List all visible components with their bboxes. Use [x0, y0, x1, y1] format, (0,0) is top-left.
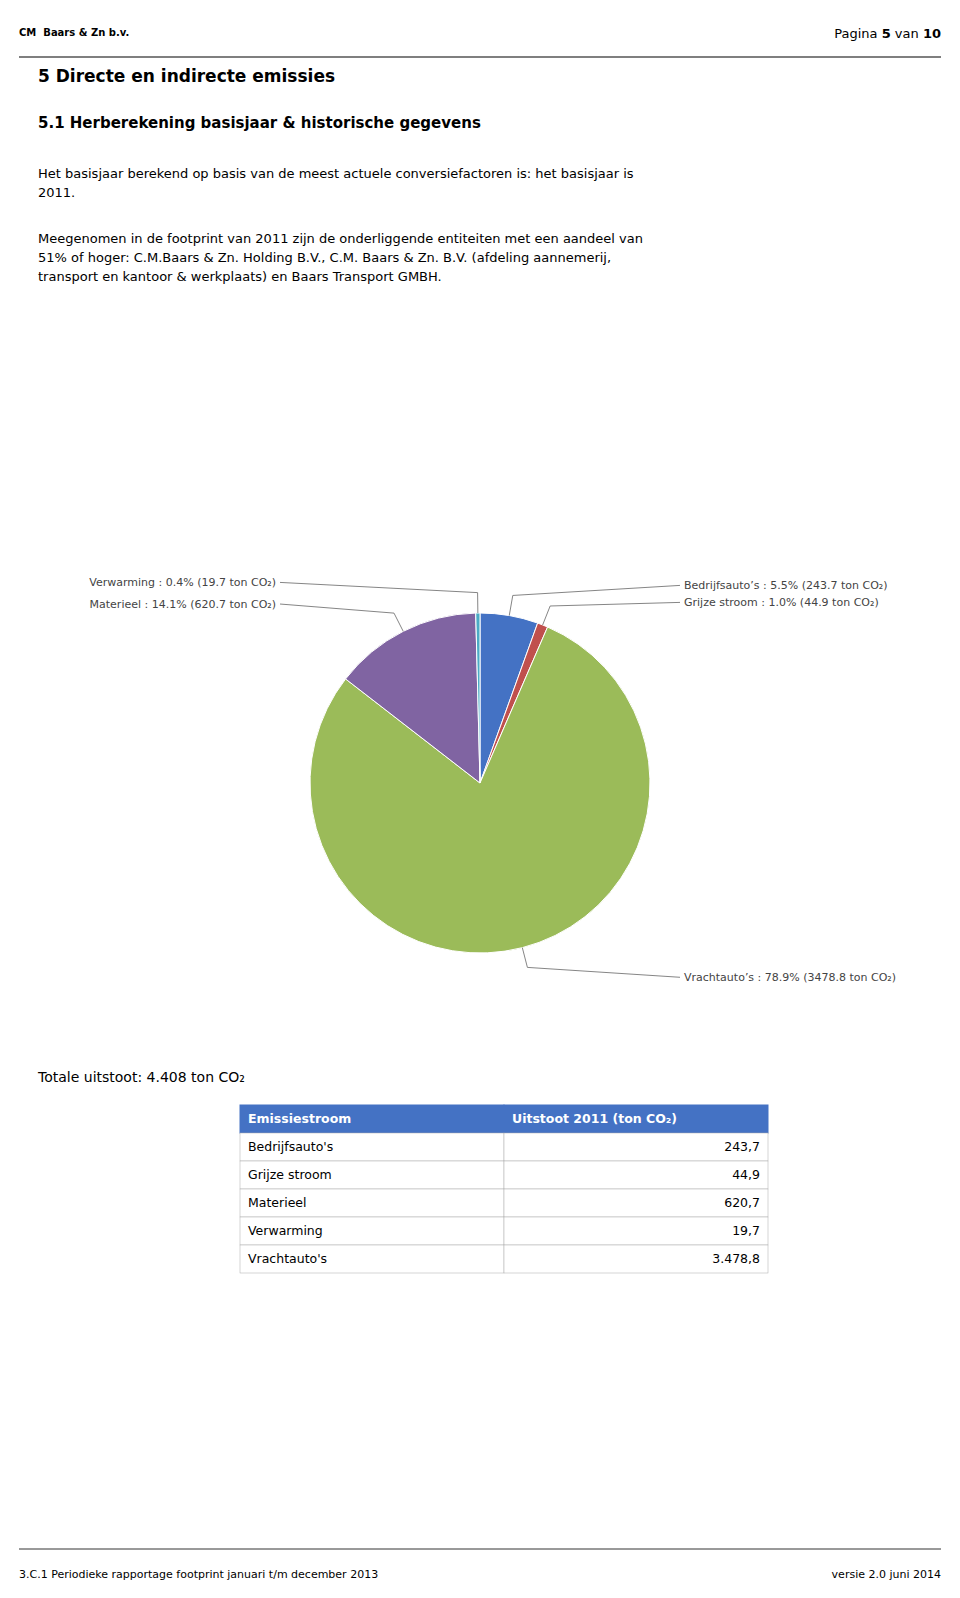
- table-cell-text: 19,7: [732, 1223, 760, 1238]
- page-number: Pagina 5 van 10: [834, 26, 941, 41]
- paragraph-line: Meegenomen in de footprint van 2011 zijn…: [38, 231, 643, 246]
- table-cell-text: Bedrijfsauto's: [248, 1139, 333, 1154]
- page-number-part: 5: [882, 26, 891, 41]
- table-cell: [240, 1161, 504, 1189]
- background: [0, 0, 960, 1598]
- leader-line: [280, 604, 403, 631]
- leader-line: [522, 948, 680, 978]
- pie-slice: [476, 613, 480, 783]
- slices: [310, 613, 650, 953]
- table-cell-text: Grijze stroom: [248, 1167, 332, 1182]
- table-cell: [240, 1245, 504, 1273]
- table-cell-text: Materieel: [248, 1195, 307, 1210]
- table-cell: [240, 1189, 504, 1217]
- table: Emissiestroom Uitstoot 2011 (ton CO₂) Bedr…: [240, 1105, 768, 1273]
- data-label: Verwarming : 0.4% (19.7 ton CO₂): [89, 576, 276, 589]
- table-cell-text: 44,9: [732, 1167, 760, 1182]
- table-cell-text: Verwarming: [248, 1223, 323, 1238]
- table-cell: [504, 1161, 768, 1189]
- table-cell-text: 620,7: [724, 1195, 760, 1210]
- page-number-part: 10: [923, 26, 941, 41]
- leader-line: [509, 585, 680, 615]
- total-line: Totale uitstoot: 4.408 ton CO₂: [37, 1069, 245, 1085]
- paragraph-line: Het basisjaar berekend op basis van de m…: [38, 166, 634, 181]
- leader-line: [280, 582, 478, 613]
- data-label: Materieel : 14.1% (620.7 ton CO₂): [90, 598, 276, 611]
- footer-right: versie 2.0 juni 2014: [832, 1568, 941, 1581]
- table-cell: [240, 1217, 504, 1245]
- page: CM Baars & Zn b.v. Pagina 5 van 10 5 Direc…: [0, 0, 960, 1598]
- leader-line: [543, 602, 680, 625]
- paragraph-line: 51% of hoger: C.M.Baars & Zn. Holding B.…: [38, 250, 611, 265]
- table-cell: [240, 1133, 504, 1161]
- table-header-cell: [504, 1105, 768, 1133]
- table-header-text: Uitstoot 2011 (ton CO₂): [512, 1111, 677, 1126]
- paragraph-line: 2011.: [38, 185, 75, 200]
- pie-slice: [346, 613, 480, 783]
- table-header-text: Emissiestroom: [248, 1111, 351, 1126]
- labels: Bedrijfsauto’s : 5.5% (243.7 ton CO₂) Gri…: [89, 576, 896, 984]
- table-cell: [504, 1189, 768, 1217]
- table-cell-text: Vrachtauto's: [248, 1251, 327, 1266]
- footer-left: 3.C.1 Periodieke rapportage footprint ja…: [19, 1568, 378, 1581]
- table-header-cell: [240, 1105, 504, 1133]
- logo-text: CM Baars & Zn b.v.: [19, 27, 129, 38]
- table-cell-text: 3.478,8: [712, 1251, 760, 1266]
- paragraph-line: transport en kantoor & werkplaats) en Ba…: [38, 269, 442, 284]
- page-number-part: Pagina: [834, 26, 881, 41]
- data-label: Grijze stroom : 1.0% (44.9 ton CO₂): [684, 596, 879, 609]
- footer-rule: [19, 1549, 941, 1550]
- data-label: Vrachtauto’s : 78.9% (3478.8 ton CO₂): [684, 971, 896, 984]
- pie-chart: Bedrijfsauto’s : 5.5% (243.7 ton CO₂) Gri…: [89, 576, 896, 984]
- section-title: 5 Directe en indirecte emissies: [38, 66, 335, 86]
- subsection-title: 5.1 Herberekening basisjaar & historisch…: [38, 114, 481, 132]
- table-cell: [504, 1245, 768, 1273]
- page-number-part: van: [891, 26, 923, 41]
- table-cell: [504, 1217, 768, 1245]
- header-rule: [19, 56, 941, 57]
- table-cell-text: 243,7: [724, 1139, 760, 1154]
- data-label: Bedrijfsauto’s : 5.5% (243.7 ton CO₂): [684, 579, 888, 592]
- table-cell: [504, 1133, 768, 1161]
